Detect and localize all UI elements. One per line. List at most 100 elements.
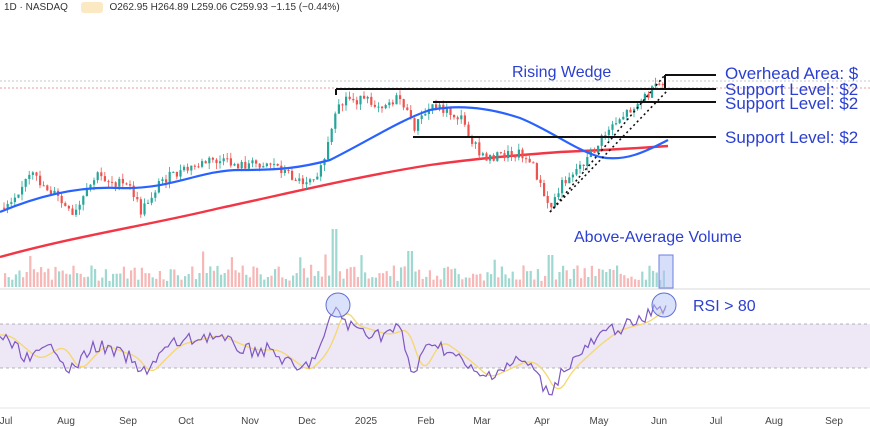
volume-bar	[205, 273, 208, 287]
volume-bar	[551, 255, 554, 287]
candle-body	[111, 181, 114, 183]
volume-bar	[432, 279, 435, 287]
volume-bar	[137, 279, 140, 287]
candle-body	[53, 190, 56, 194]
volume-bar	[490, 274, 493, 287]
candle-body	[301, 178, 304, 185]
volume-bar	[155, 278, 158, 287]
volume-bar	[158, 271, 161, 287]
candle-body	[438, 104, 441, 110]
ohlc-values: O262.95 H264.89 L259.06 C259.93 −1.15 (−…	[109, 2, 340, 14]
wedge-lower-line	[549, 89, 669, 213]
volume-bars	[4, 229, 665, 287]
volume-bar	[626, 278, 629, 287]
volume-bar	[133, 267, 136, 287]
volume-bar	[331, 229, 334, 287]
candle-body	[10, 202, 13, 204]
candle-body	[445, 108, 448, 113]
candle-body	[539, 179, 542, 183]
candle-body	[345, 96, 348, 106]
candle-body	[604, 135, 607, 137]
volume-bar	[194, 279, 197, 287]
candle-body	[381, 106, 384, 109]
volume-bar	[605, 272, 608, 287]
volume-bar	[590, 265, 593, 287]
candle-body	[161, 179, 164, 181]
candle-body	[237, 164, 240, 169]
sma-50-line	[0, 106, 669, 214]
candle-body	[71, 208, 74, 215]
candle-body	[175, 171, 178, 177]
volume-bar	[104, 269, 107, 287]
symbol-label[interactable]: 1D · NASDAQ	[4, 2, 68, 14]
candle-body	[136, 197, 139, 200]
volume-bar	[583, 268, 586, 287]
volume-bar	[443, 267, 446, 287]
candle-body	[395, 95, 398, 105]
volume-bar	[644, 279, 647, 287]
volume-bar	[421, 279, 424, 287]
candle-body	[193, 165, 196, 167]
candle-body	[388, 102, 391, 106]
candle-body	[150, 197, 153, 203]
candle-body	[312, 179, 315, 181]
volume-bar	[266, 277, 269, 287]
volume-bar	[349, 267, 352, 287]
overhead-area-label: Overhead Area: $	[725, 64, 859, 83]
candle-body	[553, 197, 556, 208]
candle-body	[629, 109, 632, 113]
candle-body	[453, 115, 456, 118]
volume-bar	[292, 275, 295, 287]
volume-bar	[58, 271, 61, 287]
candle-body	[64, 203, 67, 206]
candle-body	[492, 155, 495, 161]
candle-body	[474, 142, 477, 144]
volume-bar	[101, 277, 104, 287]
volume-bar	[259, 274, 262, 287]
candle-body	[75, 209, 78, 215]
volume-bar	[410, 251, 413, 287]
volume-bar	[220, 274, 223, 287]
volume-bar	[601, 269, 604, 287]
candle-body	[543, 183, 546, 196]
candle-body	[143, 203, 146, 215]
volume-bar	[36, 272, 39, 287]
candle-body	[532, 162, 535, 164]
volume-bar	[317, 271, 320, 287]
volume-bar	[202, 251, 205, 287]
candle-body	[330, 128, 333, 142]
x-axis-label: 2025	[355, 416, 378, 427]
volume-bar	[122, 266, 125, 287]
volume-bar	[486, 272, 489, 287]
volume-bar	[112, 273, 115, 287]
volume-bar	[230, 257, 233, 287]
candle-body	[226, 158, 229, 160]
candle-body	[561, 180, 564, 194]
candle-body	[139, 199, 142, 215]
volume-bar	[7, 277, 10, 287]
candle-body	[6, 203, 9, 209]
volume-bar	[346, 268, 349, 287]
candle-body	[215, 159, 218, 164]
candle-body	[179, 170, 182, 177]
volume-bar	[475, 274, 478, 287]
candle-body	[208, 157, 211, 164]
candle-body	[327, 142, 330, 159]
volume-bar	[446, 266, 449, 287]
rsi-band	[0, 324, 870, 368]
volume-bar	[382, 273, 385, 287]
candle-body	[283, 170, 286, 173]
candle-body	[132, 185, 135, 197]
volume-bar	[565, 270, 568, 287]
candle-body	[13, 197, 16, 203]
candle-body	[575, 169, 578, 175]
candle-body	[60, 195, 63, 204]
volume-bar	[184, 276, 187, 287]
volume-bar	[526, 271, 529, 287]
candle-body	[586, 157, 589, 166]
x-axis-label: May	[590, 416, 609, 427]
candle-body	[489, 155, 492, 161]
x-axis-label: Sep	[825, 416, 843, 427]
volume-bar	[482, 280, 485, 287]
